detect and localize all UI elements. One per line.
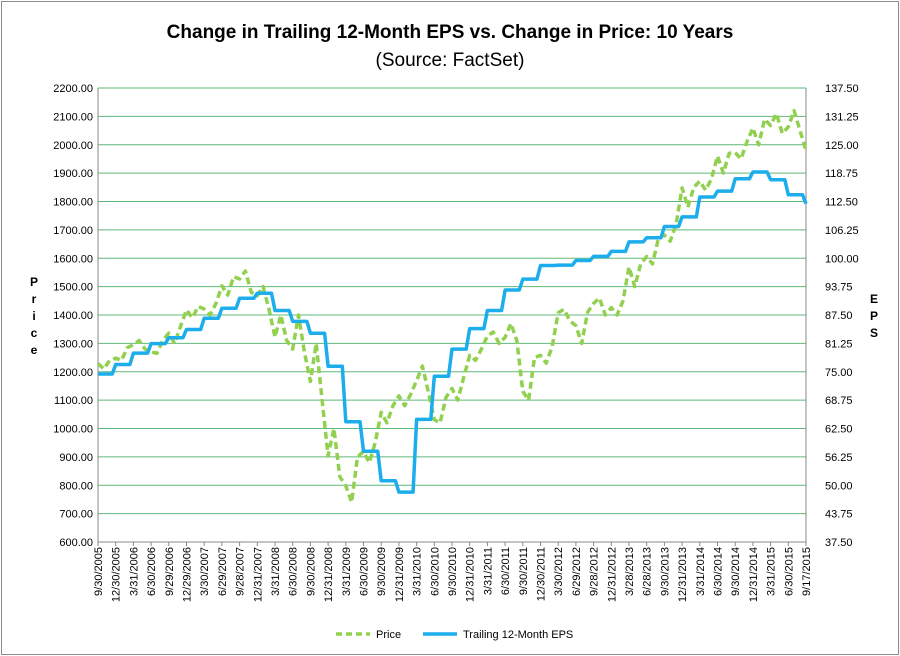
x-tick-label-30: 3/28/2013 xyxy=(624,547,636,596)
x-tick-label-39: 6/30/2015 xyxy=(783,547,795,596)
price-series-line xyxy=(96,108,808,505)
x-tick-label-0: 9/30/2005 xyxy=(93,547,105,596)
legend-label-price: Price xyxy=(376,629,401,641)
x-tick-label-34: 3/31/2014 xyxy=(695,547,707,596)
right-tick-label-8: 87.50 xyxy=(825,310,853,322)
right-tick-label-5: 68.75 xyxy=(825,395,853,407)
left-tick-label-3: 900.00 xyxy=(59,452,93,464)
x-tick-label-24: 9/30/2011 xyxy=(518,547,530,595)
x-axis-ticks: 9/30/2005 12/30/2005 3/31/2006 6/30/2006 9/2… xyxy=(93,542,813,602)
right-tick-label-1: 43.75 xyxy=(825,509,853,521)
x-tick-label-33: 12/31/2013 xyxy=(677,547,689,602)
x-tick-label-13: 12/31/2008 xyxy=(323,547,335,602)
left-axis-letter-1: r xyxy=(32,292,37,306)
chart-subtitle: (Source: FactSet) xyxy=(376,50,525,71)
left-tick-label-7: 1300.00 xyxy=(53,338,93,350)
x-tick-label-27: 6/29/2012 xyxy=(571,547,583,596)
right-axis-letter-2: S xyxy=(870,326,878,340)
x-tick-label-6: 3/30/2007 xyxy=(199,547,211,596)
left-tick-label-11: 1700.00 xyxy=(53,225,93,237)
x-tick-label-19: 6/30/2010 xyxy=(429,547,441,596)
left-tick-label-16: 2200.00 xyxy=(53,83,93,95)
left-tick-label-5: 1100.00 xyxy=(54,395,93,407)
left-tick-label-13: 1900.00 xyxy=(53,168,93,180)
right-tick-label-10: 100.00 xyxy=(825,253,859,265)
left-axis-letter-4: e xyxy=(31,343,38,357)
left-axis-label: Price xyxy=(30,275,38,357)
x-tick-label-37: 12/31/2014 xyxy=(748,547,760,602)
x-tick-label-17: 12/31/2009 xyxy=(394,547,406,602)
right-tick-label-7: 81.25 xyxy=(825,338,853,350)
x-tick-label-18: 3/31/2010 xyxy=(412,547,424,596)
x-tick-label-40: 9/17/2015 xyxy=(801,547,813,596)
x-tick-label-31: 6/28/2013 xyxy=(642,547,654,596)
x-tick-label-29: 12/31/2012 xyxy=(606,547,618,602)
left-tick-label-10: 1600.00 xyxy=(53,253,93,265)
left-tick-label-0: 600.00 xyxy=(59,537,93,549)
left-tick-label-9: 1500.00 xyxy=(53,282,93,294)
x-tick-label-28: 9/28/2012 xyxy=(589,547,601,596)
x-tick-label-1: 12/30/2005 xyxy=(111,547,123,602)
x-tick-label-9: 12/31/2007 xyxy=(252,547,264,602)
x-tick-label-8: 9/28/2007 xyxy=(235,547,247,596)
right-tick-label-12: 112.50 xyxy=(825,197,858,209)
right-tick-label-9: 93.75 xyxy=(825,282,853,294)
x-tick-label-10: 3/31/2008 xyxy=(270,547,282,596)
series-layer xyxy=(96,108,808,505)
x-tick-label-12: 9/30/2008 xyxy=(305,547,317,596)
x-tick-label-11: 6/30/2008 xyxy=(288,547,300,596)
right-tick-label-16: 137.50 xyxy=(825,83,859,95)
left-tick-label-6: 1200.00 xyxy=(53,367,93,379)
x-tick-label-3: 6/30/2006 xyxy=(146,547,158,596)
gridlines xyxy=(98,87,806,543)
left-axis-letter-3: c xyxy=(31,326,38,340)
legend: Price Trailing 12-Month EPS xyxy=(336,629,573,641)
left-tick-label-12: 1800.00 xyxy=(53,197,93,209)
x-tick-label-2: 3/31/2006 xyxy=(128,547,140,596)
left-axis-letter-2: i xyxy=(32,309,35,323)
right-axis-letter-1: P xyxy=(870,309,878,323)
left-tick-label-14: 2000.00 xyxy=(53,140,93,152)
left-axis-ticks: 600.00 700.00 800.00 900.00 1000.00 1100.00 12… xyxy=(53,83,93,549)
x-tick-label-22: 3/31/2011 xyxy=(482,547,494,595)
x-tick-label-14: 3/31/2009 xyxy=(341,547,353,596)
right-tick-label-0: 37.50 xyxy=(825,537,853,549)
left-tick-label-8: 1400.00 xyxy=(53,310,93,322)
right-tick-label-14: 125.00 xyxy=(825,140,859,152)
x-tick-label-23: 6/30/2011 xyxy=(500,547,512,595)
x-tick-label-25: 12/30/2011 xyxy=(536,547,548,601)
x-tick-label-38: 3/31/2015 xyxy=(766,547,778,596)
x-tick-label-7: 6/29/2007 xyxy=(217,547,229,596)
right-tick-label-2: 50.00 xyxy=(825,480,853,492)
left-tick-label-15: 2100.00 xyxy=(53,111,93,123)
right-tick-label-15: 131.25 xyxy=(825,111,859,123)
eps-series-line xyxy=(98,170,808,494)
x-tick-label-16: 9/30/2009 xyxy=(376,547,388,596)
x-tick-label-4: 9/29/2006 xyxy=(164,547,176,596)
right-axis-label: EPS xyxy=(870,292,878,340)
x-tick-label-21: 12/31/2010 xyxy=(465,547,477,602)
x-tick-label-32: 9/30/2013 xyxy=(659,547,671,596)
right-tick-label-11: 106.25 xyxy=(825,225,859,237)
x-tick-label-35: 6/30/2014 xyxy=(713,547,725,596)
right-axis-letter-0: E xyxy=(870,292,878,306)
right-axis-ticks: 37.50 43.75 50.00 56.25 62.50 68.75 75.00 81.25… xyxy=(825,83,859,549)
x-tick-label-5: 12/29/2006 xyxy=(182,547,194,602)
right-tick-label-13: 118.75 xyxy=(825,168,858,180)
x-tick-label-26: 3/30/2012 xyxy=(553,547,565,596)
right-tick-label-6: 75.00 xyxy=(825,367,853,379)
right-tick-label-3: 56.25 xyxy=(825,452,853,464)
left-tick-label-2: 800.00 xyxy=(59,480,93,492)
right-tick-label-4: 62.50 xyxy=(825,424,853,436)
chart-title: Change in Trailing 12-Month EPS vs. Chan… xyxy=(167,22,734,43)
x-tick-label-20: 9/30/2010 xyxy=(447,547,459,596)
left-tick-label-4: 1000.00 xyxy=(53,424,93,436)
left-tick-label-1: 700.00 xyxy=(59,509,93,521)
left-axis-letter-0: P xyxy=(30,275,38,289)
x-tick-label-15: 6/30/2009 xyxy=(359,547,371,596)
legend-label-eps: Trailing 12-Month EPS xyxy=(463,629,573,641)
x-tick-label-36: 9/30/2014 xyxy=(730,547,742,596)
